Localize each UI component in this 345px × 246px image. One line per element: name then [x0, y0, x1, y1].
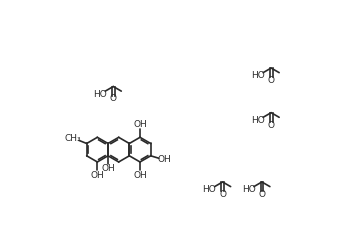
Text: OH: OH: [101, 164, 115, 173]
Text: HO: HO: [242, 185, 255, 194]
Text: OH: OH: [133, 170, 147, 180]
Text: HO: HO: [203, 185, 216, 194]
Text: O: O: [110, 94, 117, 103]
Text: OH: OH: [157, 155, 171, 164]
Text: HO: HO: [93, 90, 107, 99]
Text: HO: HO: [251, 71, 265, 80]
Text: O: O: [268, 76, 275, 85]
Text: HO: HO: [251, 116, 265, 125]
Text: O: O: [219, 190, 226, 199]
Text: CH₃: CH₃: [65, 134, 81, 142]
Text: O: O: [258, 190, 265, 199]
Text: O: O: [268, 121, 275, 129]
Text: OH: OH: [133, 120, 147, 129]
Text: OH: OH: [90, 170, 104, 180]
